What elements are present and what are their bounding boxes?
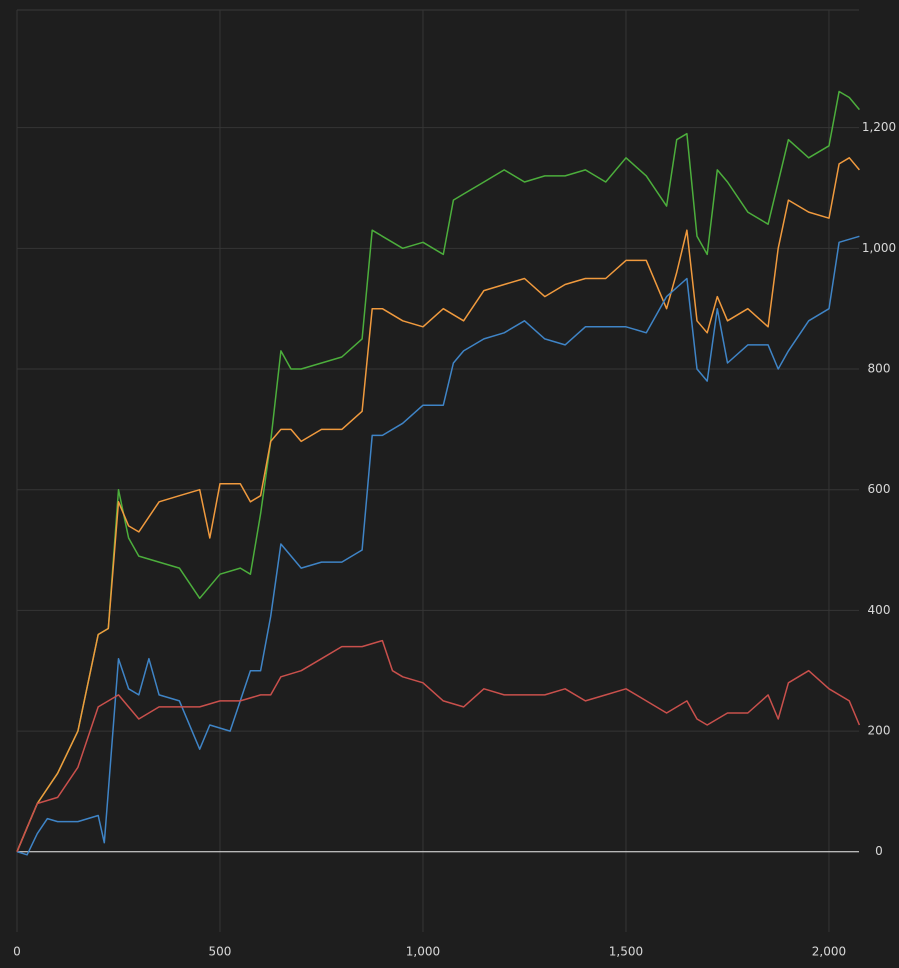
x-tick-label: 0 — [13, 945, 21, 959]
x-tick-label: 2,000 — [812, 945, 846, 959]
y-tick-label: 800 — [868, 362, 891, 376]
y-tick-label: 600 — [868, 482, 891, 496]
series-line — [16, 235, 860, 856]
series-line — [16, 157, 860, 852]
y-tick-label: 400 — [868, 603, 891, 617]
x-tick-label: 500 — [209, 945, 232, 959]
y-tick-label: 0 — [875, 844, 883, 858]
y-tick-label: 200 — [868, 724, 891, 738]
x-tick-label: 1,000 — [406, 945, 440, 959]
series-line — [16, 639, 861, 852]
y-tick-label: 1,000 — [862, 241, 896, 255]
y-tick-label: 1,200 — [862, 120, 896, 134]
x-tick-label: 1,500 — [609, 945, 643, 959]
series-line — [16, 90, 860, 852]
